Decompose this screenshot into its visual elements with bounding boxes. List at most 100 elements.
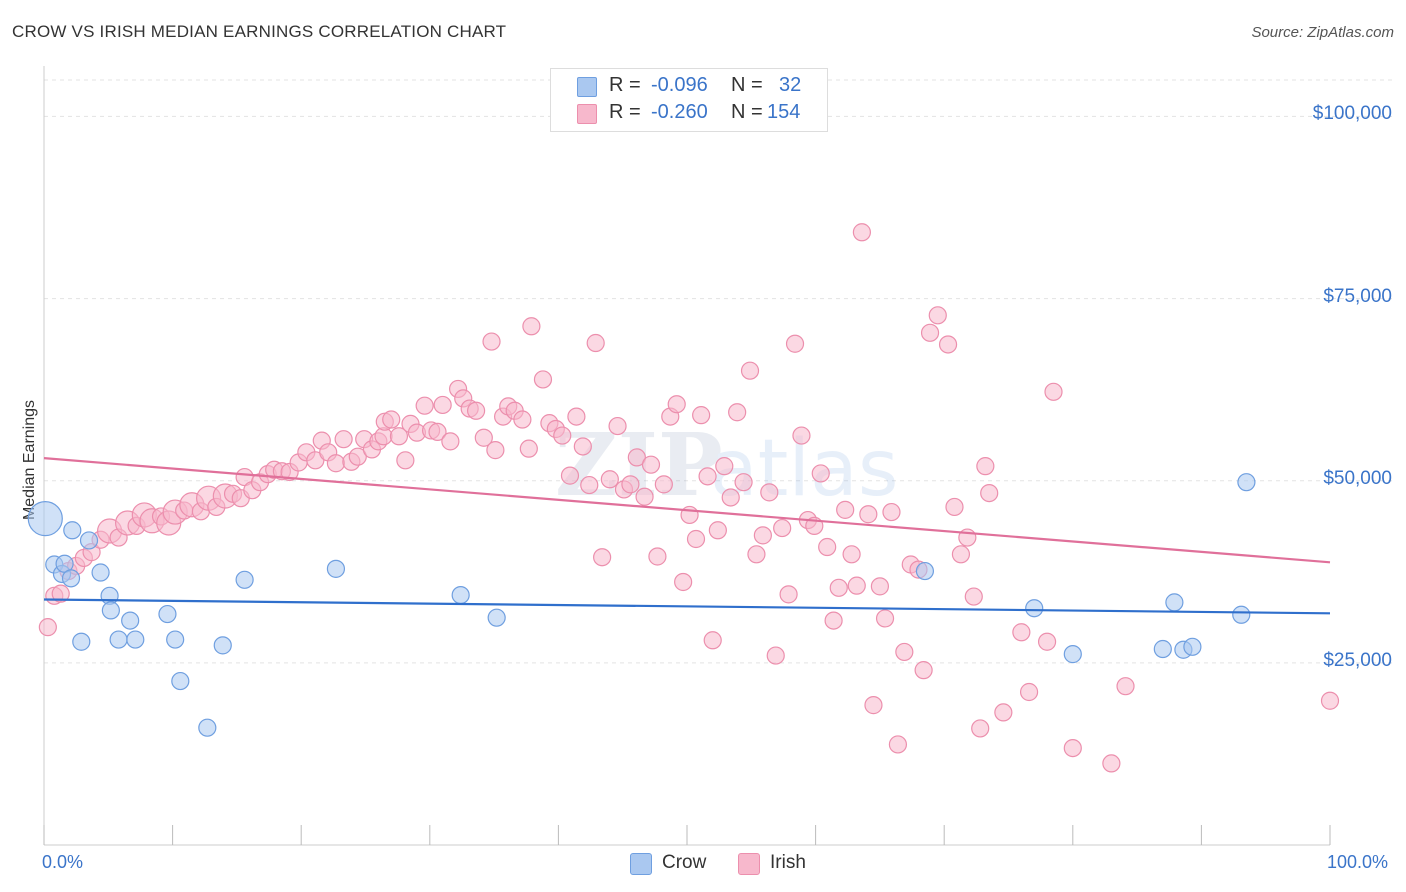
irish-point (785, 334, 805, 353)
x-tick-label-max: 100.0% (1327, 852, 1389, 872)
irish-point (586, 333, 605, 353)
irish-point (686, 529, 706, 549)
irish-point (648, 547, 667, 566)
irish-point (1320, 691, 1340, 710)
crow-point (487, 608, 506, 627)
crow-point (326, 559, 346, 578)
irish-point (836, 500, 855, 519)
irish-point (875, 609, 895, 628)
irish-point (842, 545, 861, 564)
irish-point (580, 475, 599, 495)
irish-point (829, 578, 848, 597)
irish-point (600, 470, 619, 489)
irish-point (482, 332, 501, 351)
irish-point (692, 406, 711, 425)
irish-point (818, 537, 837, 557)
irish-point (698, 467, 717, 486)
irish-point (882, 502, 901, 522)
crow-legend-label: Crow (662, 852, 707, 873)
legend-n-value: 32 (779, 74, 802, 96)
legend-n-label: N = (731, 74, 763, 96)
irish-point (938, 335, 958, 354)
irish-point (326, 454, 346, 473)
crow-point (109, 630, 128, 649)
irish-point (859, 505, 878, 524)
irish-point (389, 427, 409, 446)
irish-point (721, 488, 740, 507)
irish-point (945, 497, 964, 517)
irish-point (715, 457, 734, 476)
crow-point (1183, 637, 1202, 656)
irish-point (396, 451, 415, 470)
legend-r-label: R = (609, 74, 641, 96)
crow-point (61, 569, 81, 588)
irish-point (513, 410, 532, 429)
irish-point (441, 432, 460, 451)
irish-point (928, 306, 947, 325)
crow-point (1025, 599, 1044, 618)
irish-point (51, 584, 70, 603)
irish-swatch (577, 104, 597, 124)
crow-point (27, 500, 63, 537)
irish-point (641, 455, 661, 474)
legend-n-label: N = (731, 101, 763, 123)
irish-point (1019, 682, 1039, 702)
irish-point (1116, 677, 1135, 696)
irish-point (895, 642, 914, 662)
crow-trend-line (43, 598, 1331, 615)
crow-point (915, 561, 935, 581)
irish-point (573, 437, 592, 456)
crow-point (126, 630, 145, 649)
irish-point (779, 585, 798, 604)
irish-point (474, 428, 493, 447)
irish-point (621, 475, 640, 494)
irish-point (1044, 382, 1063, 401)
irish-legend-label: Irish (770, 852, 806, 873)
x-tick-label-min: 0.0% (42, 852, 84, 872)
crow-swatch (577, 77, 597, 97)
irish-point (980, 484, 999, 503)
trend-lines (43, 457, 1331, 615)
irish-point (703, 631, 722, 650)
irish-point (766, 646, 785, 665)
irish-point (519, 439, 538, 458)
legend-n-value: 154 (767, 101, 801, 123)
irish-point (674, 572, 693, 592)
crow-point (213, 636, 232, 655)
irish-point (433, 395, 452, 415)
irish-point (852, 223, 871, 242)
crow-point (1237, 473, 1256, 492)
y-tick-label: $100,000 (1312, 103, 1392, 125)
crow-point (121, 611, 140, 630)
irish-legend-swatch (738, 853, 760, 875)
irish-point (708, 521, 727, 540)
crow-point (79, 531, 99, 550)
irish-point (753, 526, 772, 545)
irish-point (824, 611, 843, 630)
crow-point (158, 604, 177, 624)
irish-point (964, 587, 983, 606)
y-tick-label: $25,000 (1323, 649, 1392, 671)
irish-point (951, 545, 971, 564)
irish-point (811, 464, 830, 483)
irish-point (428, 422, 447, 441)
irish-point (627, 448, 646, 467)
irish-point (728, 403, 747, 422)
legend-r-label: R = (609, 101, 641, 123)
irish-point (870, 577, 890, 596)
crow-point (1063, 645, 1082, 664)
irish-point (747, 545, 766, 564)
irish-point (740, 361, 760, 380)
crow-point (91, 563, 110, 582)
irish-series (38, 223, 1340, 773)
irish-point (734, 473, 753, 492)
irish-point (608, 416, 627, 436)
crow-point (171, 671, 190, 691)
y-tick-label: $75,000 (1323, 285, 1392, 307)
irish-point (1037, 632, 1057, 651)
irish-point (522, 317, 541, 336)
irish-point (38, 618, 57, 637)
crow-point (1153, 639, 1172, 659)
crow-series (27, 473, 1256, 737)
